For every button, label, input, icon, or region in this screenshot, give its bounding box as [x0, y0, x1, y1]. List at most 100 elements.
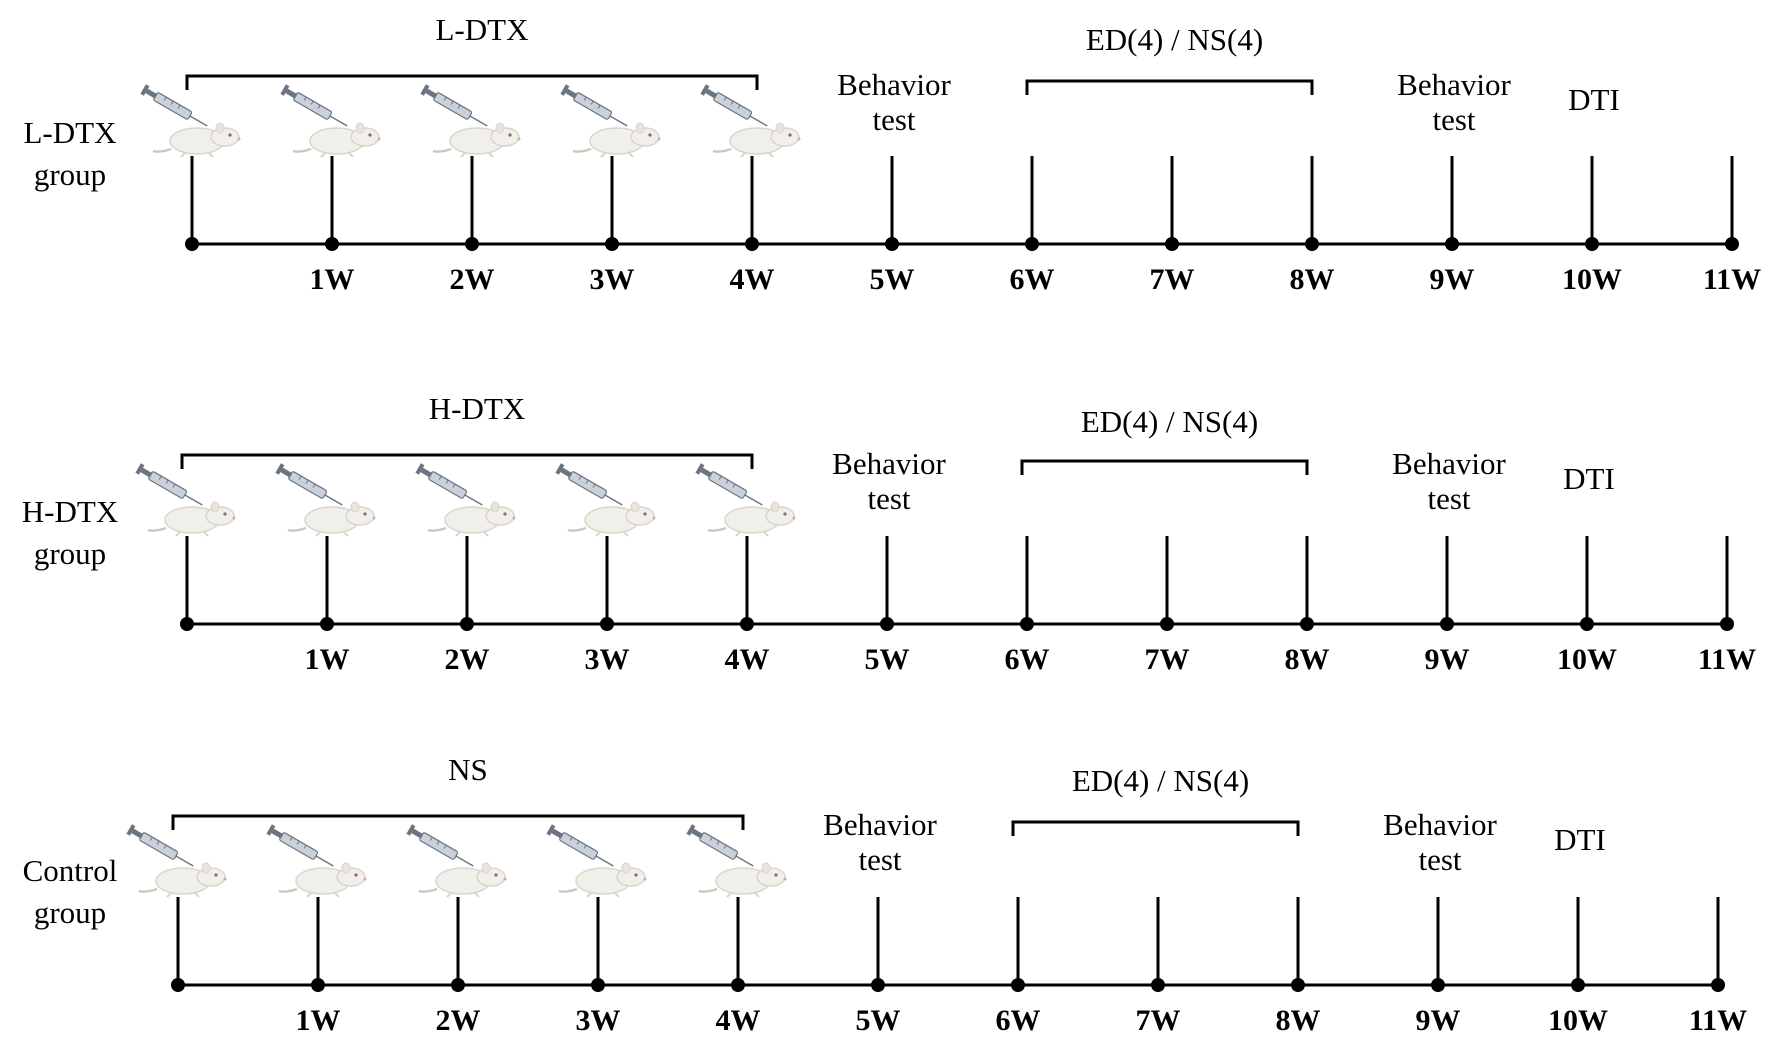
week-label: 2W	[436, 1004, 481, 1037]
rat-with-syringe-icon	[414, 461, 517, 538]
week-label: 10W	[1562, 263, 1622, 296]
rat-with-syringe-icon	[554, 461, 657, 538]
injection-bracket	[180, 453, 754, 469]
week-label: 10W	[1548, 1004, 1608, 1037]
injection-bracket	[185, 74, 759, 90]
week-label: 5W	[865, 643, 910, 676]
week-marker	[1711, 978, 1725, 992]
week-marker	[1440, 617, 1454, 631]
week-marker	[1160, 617, 1174, 631]
rat-with-syringe-icon	[125, 822, 228, 899]
week-marker	[1720, 617, 1734, 631]
timeline-row: L-DTX group 1W 2W 3W 4W 5W 6W 7W 8W 9W 10W 11W L-DTX E…	[24, 12, 1762, 296]
rat-with-syringe-icon	[685, 822, 788, 899]
week-marker	[1431, 978, 1445, 992]
week-label: 6W	[1010, 263, 1055, 296]
rat-with-syringe-icon	[419, 82, 522, 159]
week-marker	[320, 617, 334, 631]
week-label: 5W	[856, 1004, 901, 1037]
week-marker	[451, 978, 465, 992]
week-label: 5W	[870, 263, 915, 296]
week-label: 4W	[730, 263, 775, 296]
week-marker	[605, 237, 619, 251]
week-marker	[171, 978, 185, 992]
event-label: test	[1432, 102, 1475, 137]
week-label: 4W	[725, 643, 770, 676]
injection-bracket	[171, 814, 745, 830]
event-label: test	[872, 102, 915, 137]
rat-with-syringe-icon	[134, 461, 237, 538]
week-marker	[1580, 617, 1594, 631]
rat-with-syringe-icon	[139, 82, 242, 159]
timeline-row: Control group 1W 2W 3W 4W 5W 6W 7W 8W 9W 10W 11W NS ED…	[23, 752, 1748, 1037]
week-label: 3W	[590, 263, 635, 296]
week-marker	[1011, 978, 1025, 992]
rat-with-syringe-icon	[405, 822, 508, 899]
week-marker	[1725, 237, 1739, 251]
week-label: 8W	[1290, 263, 1335, 296]
week-marker	[1165, 237, 1179, 251]
event-label: test	[1418, 842, 1461, 877]
week-label: 1W	[296, 1004, 341, 1037]
rat-with-syringe-icon	[694, 461, 797, 538]
week-marker	[745, 237, 759, 251]
week-label: 4W	[716, 1004, 761, 1037]
group-label: group	[34, 157, 106, 192]
week-marker	[460, 617, 474, 631]
week-label: 6W	[1005, 643, 1050, 676]
treatment-label: ED(4) / NS(4)	[1081, 404, 1258, 439]
event-label: DTI	[1563, 461, 1615, 496]
week-label: 11W	[1698, 643, 1756, 676]
week-marker	[185, 237, 199, 251]
group-label: H-DTX	[22, 494, 118, 529]
rat-with-syringe-icon	[279, 82, 382, 159]
treatment-label: ED(4) / NS(4)	[1072, 763, 1249, 798]
week-marker	[1025, 237, 1039, 251]
event-label: Behavior	[832, 446, 946, 481]
week-marker	[1300, 617, 1314, 631]
week-marker	[885, 237, 899, 251]
rat-with-syringe-icon	[699, 82, 802, 159]
week-label: 11W	[1689, 1004, 1747, 1037]
week-label: 9W	[1416, 1004, 1461, 1037]
treatment-bracket	[1025, 79, 1314, 95]
week-marker	[740, 617, 754, 631]
week-label: 9W	[1430, 263, 1475, 296]
event-label: DTI	[1554, 822, 1606, 857]
event-label: Behavior	[823, 807, 937, 842]
event-label: test	[1427, 481, 1470, 516]
week-label: 8W	[1285, 643, 1330, 676]
rat-with-syringe-icon	[559, 82, 662, 159]
group-label: group	[34, 536, 106, 571]
week-marker	[1585, 237, 1599, 251]
week-marker	[311, 978, 325, 992]
treatment-bracket	[1020, 459, 1309, 475]
rat-with-syringe-icon	[545, 822, 648, 899]
event-label: test	[858, 842, 901, 877]
group-label: Control	[23, 853, 118, 888]
week-label: 1W	[305, 643, 350, 676]
week-label: 3W	[576, 1004, 621, 1037]
event-label: Behavior	[1397, 67, 1511, 102]
week-label: 2W	[445, 643, 490, 676]
week-marker	[1445, 237, 1459, 251]
treatment-bracket	[1011, 820, 1300, 836]
rat-with-syringe-icon	[274, 461, 377, 538]
week-marker	[325, 237, 339, 251]
week-label: 10W	[1557, 643, 1617, 676]
week-label: 1W	[310, 263, 355, 296]
week-marker	[871, 978, 885, 992]
week-label: 6W	[996, 1004, 1041, 1037]
week-label: 11W	[1703, 263, 1761, 296]
week-marker	[1305, 237, 1319, 251]
event-label: Behavior	[1392, 446, 1506, 481]
injection-label: H-DTX	[429, 391, 525, 426]
rat-with-syringe-icon	[265, 822, 368, 899]
week-label: 7W	[1150, 263, 1195, 296]
week-marker	[1571, 978, 1585, 992]
event-label: Behavior	[1383, 807, 1497, 842]
week-marker	[1020, 617, 1034, 631]
event-label: test	[867, 481, 910, 516]
week-label: 8W	[1276, 1004, 1321, 1037]
